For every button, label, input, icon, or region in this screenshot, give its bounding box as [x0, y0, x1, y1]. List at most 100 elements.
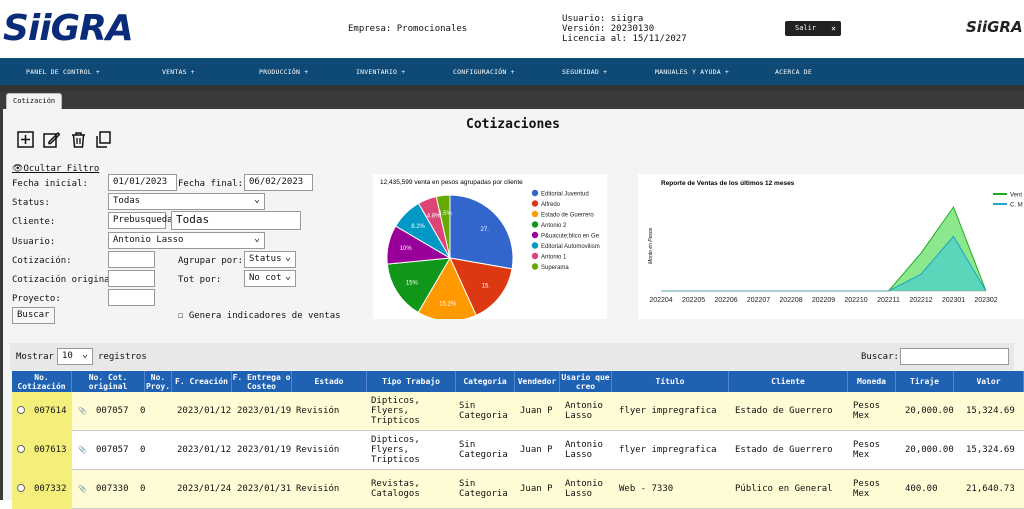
cell-tipo-trabajo: Dipticos, Flyers, Tripticos — [371, 435, 420, 465]
cotizacion-label: Cotización: — [12, 256, 72, 266]
close-icon: × — [831, 24, 836, 33]
cotizacion-input[interactable] — [108, 251, 155, 268]
pie-slice-label: 15. — [482, 284, 491, 290]
status-select[interactable]: Todas — [108, 192, 265, 210]
pie-slice-label: 3.5% — [438, 211, 452, 217]
cliente-combobox[interactable]: Todas — [171, 211, 301, 230]
table-row[interactable]: 📎 007614 007057 0 2023/01/12 2023/01/19 Revisi… — [12, 392, 1024, 431]
col-valor[interactable]: Valor — [954, 371, 1024, 392]
buscar-button[interactable]: Buscar — [12, 307, 55, 324]
cell-categoria: Sin Categoria — [459, 479, 508, 499]
nav-configuracion[interactable]: CONFIGURACIÓN + — [453, 68, 515, 76]
ocultar-filtro-link[interactable]: 👁Ocultar Filtro — [12, 164, 100, 174]
col-categoria[interactable]: Categoria — [456, 371, 515, 392]
cell-cot-number[interactable]: 007613 — [34, 445, 67, 455]
mostrar-select[interactable]: 10 — [57, 347, 93, 365]
col-tiraje[interactable]: Tiraje — [896, 371, 954, 392]
buscar-table-label: Buscar: — [861, 352, 899, 362]
sales-area-chart: Reporte de Ventas de los últimos 12 mese… — [648, 180, 1023, 304]
licencia-text: Licencia al: 15/11/2027 — [562, 34, 687, 44]
cell-f-entrega: 2023/01/31 — [237, 484, 292, 494]
legend-marker — [531, 200, 539, 207]
salir-button[interactable]: Salir × — [785, 21, 841, 36]
copy-icon[interactable] — [95, 131, 112, 148]
x-tick-label: 202204 — [649, 297, 672, 304]
fecha-final-input[interactable]: 06/02/2023 — [244, 174, 313, 191]
table-search-input[interactable] — [900, 348, 1009, 365]
table-row[interactable]: 📎 007613 007057 0 2023/01/12 2023/01/19 Revisi… — [12, 431, 1024, 470]
col-moneda[interactable]: Moneda — [848, 371, 896, 392]
cell-moneda: Pesos Mex — [853, 401, 881, 421]
cell-cot-number[interactable]: 007332 — [34, 484, 67, 494]
x-tick-label: 202208 — [779, 297, 802, 304]
line-ylabel: Monto en Pesos — [648, 227, 654, 264]
nav-acerca[interactable]: ACERCA DE — [775, 68, 813, 76]
cell-proy: 0 — [140, 484, 146, 494]
nav-manuales[interactable]: MANUALES Y AYUDA + — [655, 68, 730, 76]
fecha-inicial-label: Fecha inicial: — [12, 179, 88, 189]
version-text: Versión: 20230130 — [562, 24, 655, 34]
col-cliente[interactable]: Cliente — [729, 371, 848, 392]
table-controls: Mostrar 10 registros Buscar: — [10, 343, 1014, 370]
pie-slice — [449, 194, 514, 270]
attachment-icon[interactable]: 📎 — [78, 446, 87, 454]
table-row[interactable]: 📎 007332 007330 0 2023/01/24 2023/01/31 Revisi… — [12, 470, 1024, 509]
nav-inventario[interactable]: INVENTARIO + — [356, 68, 406, 76]
col-usuario[interactable]: Usario que creo — [560, 371, 612, 392]
add-icon[interactable] — [17, 131, 34, 148]
cell-f-entrega: 2023/01/19 — [237, 406, 292, 416]
col-tipo-trabajo[interactable]: Tipo Trabajo — [367, 371, 456, 392]
siigra-small-logo: SiiGRA — [966, 18, 1023, 36]
cell-cot-number[interactable]: 007614 — [34, 406, 67, 416]
usuario-select[interactable]: Antonio Lasso — [108, 231, 265, 249]
prebusqueda-input[interactable]: Prebusqueda — [108, 212, 173, 229]
col-no-cotizacion[interactable]: No. Cotización — [12, 371, 72, 392]
legend-label: Antonio 1 — [541, 255, 567, 261]
x-tick-label: 202210 — [844, 297, 867, 304]
nav-seguridad[interactable]: SEGURIDAD + — [562, 68, 608, 76]
cell-vendedor: Juan P — [520, 484, 553, 494]
nav-produccion[interactable]: PRODUCCIÓN + — [259, 68, 309, 76]
genera-checkbox[interactable]: ☐ Genera indicadores de ventas — [178, 311, 341, 321]
proyecto-input[interactable] — [108, 289, 155, 306]
fecha-inicial-input[interactable]: 01/01/2023 — [108, 174, 177, 191]
row-radio[interactable] — [17, 484, 25, 492]
cell-cot-original: 007057 — [96, 406, 129, 416]
cell-titulo: flyer impregrafica — [619, 445, 717, 455]
cot-original-input[interactable] — [108, 270, 155, 287]
row-radio[interactable] — [17, 445, 25, 453]
col-titulo[interactable]: Título — [612, 371, 729, 392]
x-tick-label: 202302 — [974, 297, 997, 304]
col-f-creacion[interactable]: F. Creación — [172, 371, 232, 392]
cell-cliente: Estado de Guerrero — [735, 445, 833, 455]
col-no-cot-original[interactable]: No. Cot. original — [72, 371, 145, 392]
cell-estado: Revisión — [296, 445, 340, 455]
proyecto-label: Proyecto: — [12, 294, 61, 304]
cell-tiraje: 400.00 — [905, 484, 938, 494]
legend-label: P&uacute;blico en Ge — [541, 234, 600, 240]
col-estado[interactable]: Estado — [292, 371, 367, 392]
x-tick-label: 202209 — [812, 297, 835, 304]
trash-icon[interactable] — [70, 131, 87, 148]
fecha-final-label: Fecha final: — [178, 179, 244, 189]
attachment-icon[interactable]: 📎 — [78, 485, 87, 493]
cell-vendedor: Juan P — [520, 406, 553, 416]
col-no-proy[interactable]: No. Proy. — [145, 371, 172, 392]
edit-icon[interactable] — [43, 131, 60, 148]
tot-select[interactable]: No cot — [244, 269, 296, 287]
nav-panel[interactable]: PANEL DE CONTROL + — [26, 68, 101, 76]
col-f-entrega[interactable]: F. Entrega o Costeo — [232, 371, 292, 392]
pie-slice-label: 15.2% — [439, 301, 457, 307]
col-vendedor[interactable]: Vendedor — [515, 371, 560, 392]
nav-ventas[interactable]: VENTAS + — [162, 68, 195, 76]
cell-valor: 15,324.69 — [966, 445, 1015, 455]
agrupar-select[interactable]: Status — [244, 250, 296, 268]
row-radio[interactable] — [17, 406, 25, 414]
table-header: No. Cotización No. Cot. original No. Pro… — [12, 371, 1024, 392]
usuario-label: Usuario: — [12, 237, 56, 247]
cell-cot-original: 007330 — [96, 484, 129, 494]
legend-marker — [531, 263, 539, 270]
attachment-icon[interactable]: 📎 — [78, 407, 87, 415]
tab-cotizacion[interactable]: Cotización — [6, 93, 62, 109]
cell-cliente: Estado de Guerrero — [735, 406, 833, 416]
